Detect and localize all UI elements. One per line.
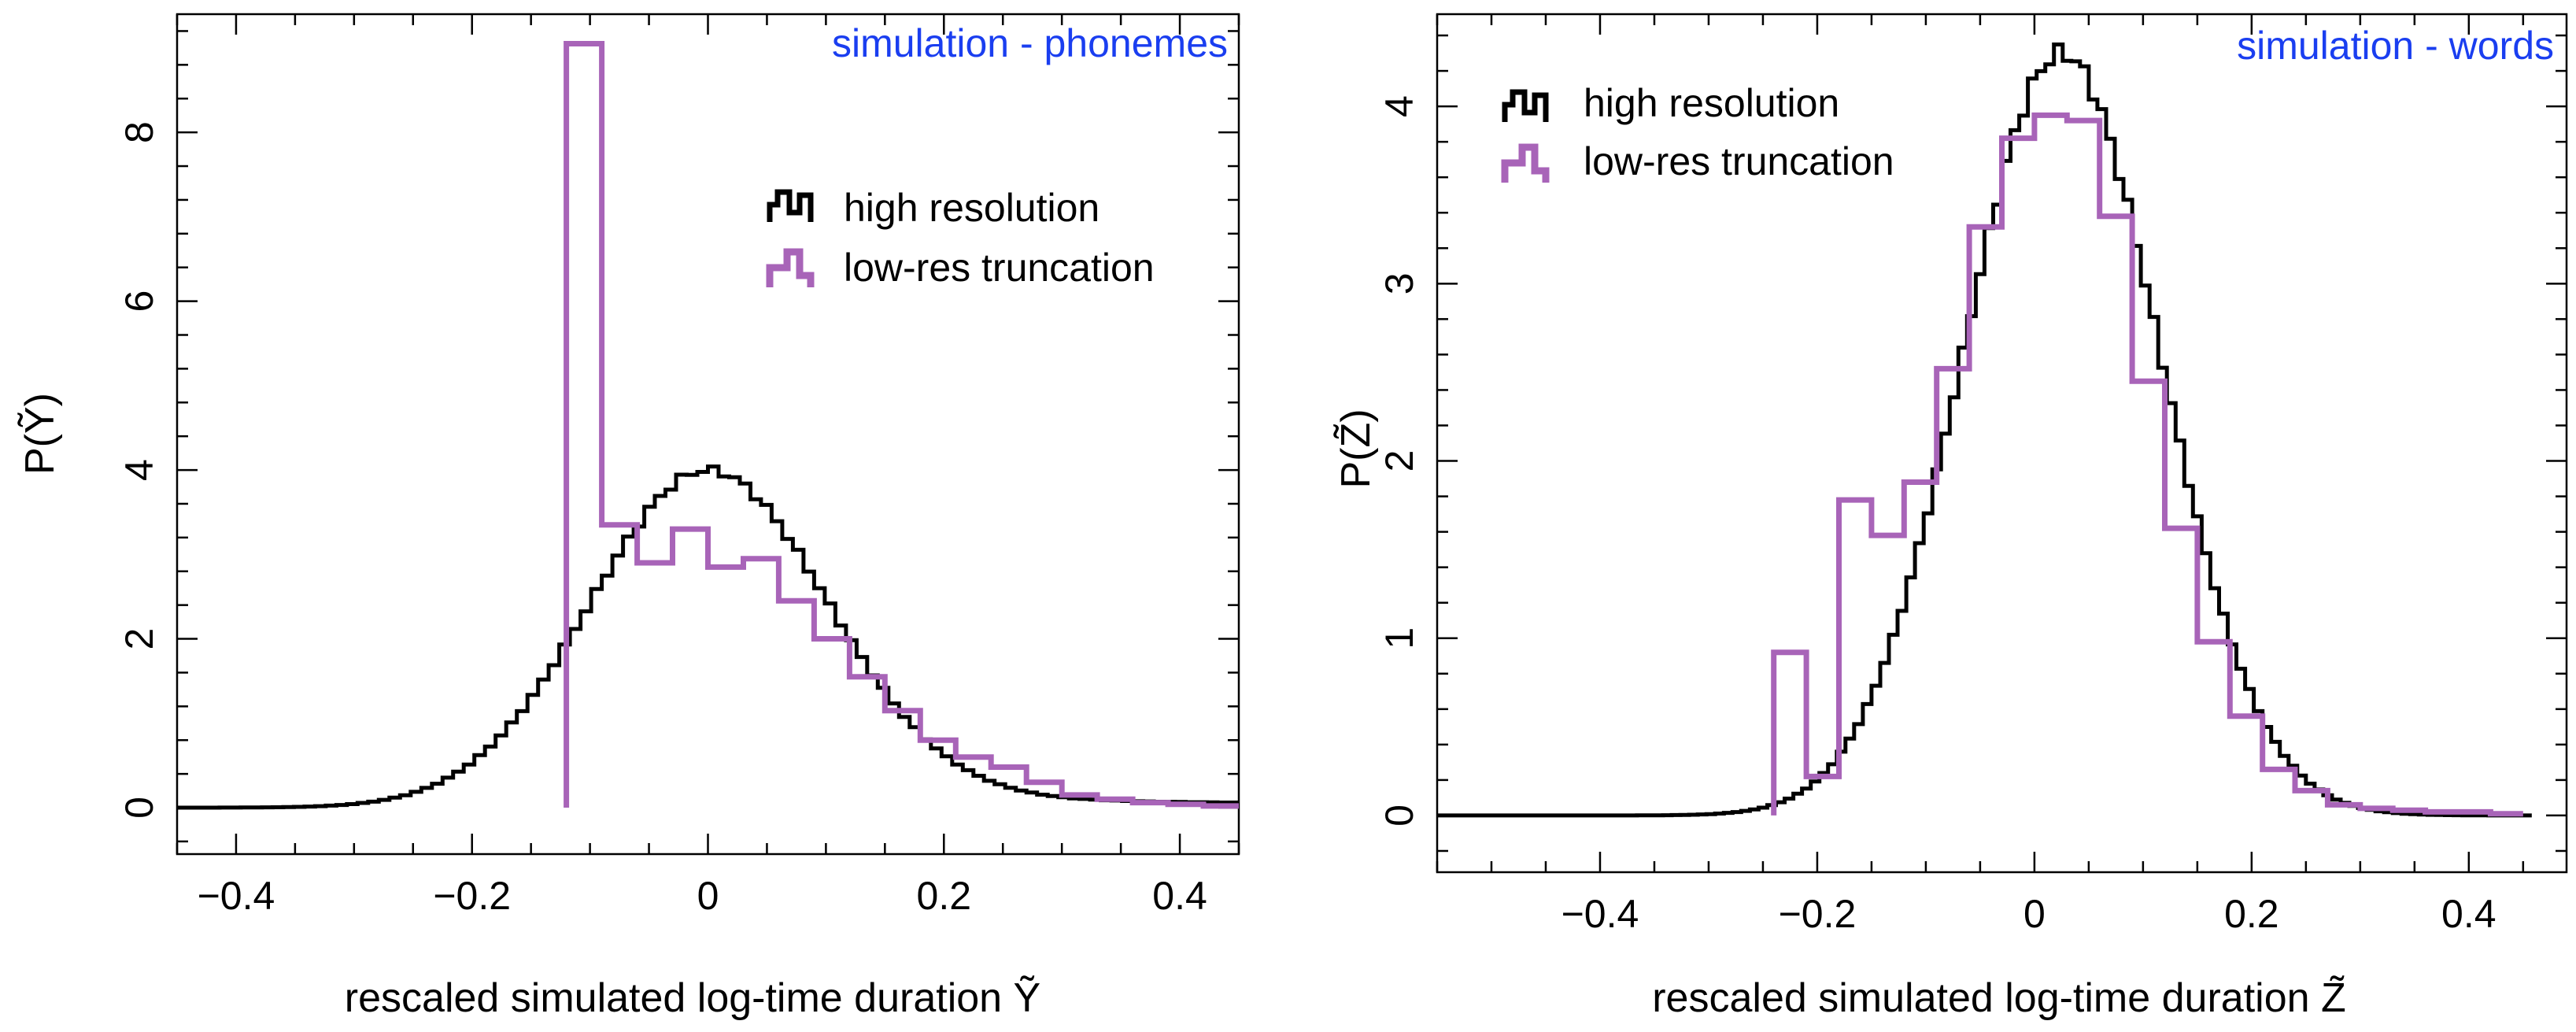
legend-phonemes: high resolution low-res truncation — [766, 186, 1155, 290]
y-axis-title-phonemes: P(Ỹ) — [17, 393, 63, 475]
legend-words: high resolution low-res truncation — [1501, 81, 1894, 183]
y-tick-label: 2 — [1377, 450, 1421, 472]
panel-phonemes: −0.4 −0.2 0 0.2 0.4 0 2 4 6 8 simulation - phonem… — [17, 13, 1240, 1021]
y-tick-label: 0 — [117, 797, 161, 819]
legend-label-high-resolution: high resolution — [1584, 81, 1839, 125]
x-tick-label: 0.4 — [1152, 874, 1207, 918]
legend-swatch-low-res-truncation — [766, 248, 815, 287]
legend-label-high-resolution: high resolution — [844, 186, 1100, 230]
legend-swatch-high-resolution — [1502, 89, 1549, 122]
x-tick-label: −0.2 — [433, 874, 511, 918]
series-low-res-truncation — [1771, 112, 2523, 817]
legend-label-low-res-truncation: low-res truncation — [1584, 139, 1894, 183]
y-tick-label: 6 — [117, 290, 161, 313]
x-axis-title-phonemes: rescaled simulated log-time duration Ỹ — [345, 975, 1040, 1021]
x-tick-label: 0 — [697, 874, 719, 918]
y-tick-label: 8 — [117, 121, 161, 143]
legend-swatch-low-res-truncation — [1501, 143, 1550, 183]
series-group-words — [1437, 43, 2532, 818]
panel-title-words: simulation - words — [2237, 24, 2554, 68]
series-group-phonemes — [177, 41, 1239, 810]
plot-frame-phonemes — [176, 13, 1240, 856]
x-axis-title-words: rescaled simulated log-time duration Z̃ — [1652, 975, 2346, 1021]
legend-swatch-high-resolution — [767, 189, 814, 222]
y-tick-label: 4 — [1377, 95, 1421, 117]
series-low-res-truncation — [564, 41, 1239, 809]
series-high-resolution — [177, 464, 1239, 810]
axis-ticks-words: −0.4 −0.2 0 0.2 0.4 0 1 2 3 4 — [1377, 14, 2567, 936]
panel-title-phonemes: simulation - phonemes — [832, 21, 1228, 65]
axis-ticks-phonemes: −0.4 −0.2 0 0.2 0.4 0 2 4 6 8 — [117, 14, 1240, 918]
legend-label-low-res-truncation: low-res truncation — [844, 246, 1155, 290]
y-axis-title-words: P(Z̃) — [1332, 409, 1379, 488]
y-tick-label: 0 — [1377, 805, 1421, 827]
x-tick-label: 0 — [2023, 892, 2046, 936]
x-tick-label: 0.2 — [2224, 892, 2279, 936]
y-tick-label: 3 — [1377, 272, 1421, 294]
x-tick-label: −0.2 — [1779, 892, 1857, 936]
x-tick-label: 0.2 — [917, 874, 972, 918]
plot-frame-words — [1436, 13, 2568, 874]
x-tick-label: 0.4 — [2441, 892, 2497, 936]
x-tick-label: −0.4 — [198, 874, 275, 918]
y-tick-label: 4 — [117, 459, 161, 481]
y-tick-label: 1 — [1377, 627, 1421, 649]
y-tick-label: 2 — [117, 628, 161, 650]
x-tick-label: −0.4 — [1561, 892, 1639, 936]
